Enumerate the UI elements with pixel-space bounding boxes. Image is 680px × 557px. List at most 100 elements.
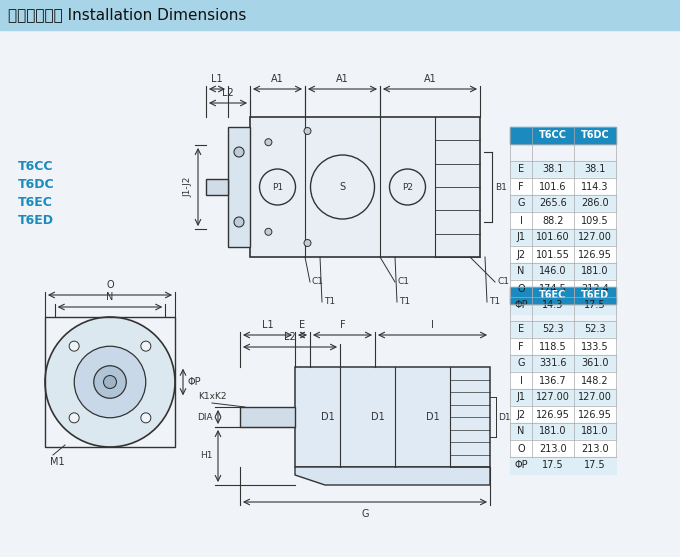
- Circle shape: [69, 341, 79, 351]
- Bar: [510, 338, 616, 355]
- Text: C1: C1: [312, 277, 324, 286]
- Text: F: F: [518, 182, 524, 192]
- Text: 38.1: 38.1: [584, 164, 606, 174]
- Bar: [510, 457, 616, 474]
- Bar: [510, 355, 616, 372]
- Text: 52.3: 52.3: [584, 325, 606, 335]
- Text: 38.1: 38.1: [543, 164, 564, 174]
- Text: 181.0: 181.0: [581, 266, 609, 276]
- Text: DIA: DIA: [197, 413, 213, 422]
- Text: K1xK2: K1xK2: [198, 392, 226, 401]
- Text: 174.5: 174.5: [539, 284, 567, 294]
- Circle shape: [304, 240, 311, 247]
- Text: D1: D1: [321, 412, 335, 422]
- Bar: [510, 280, 616, 297]
- Text: 136.7: 136.7: [539, 375, 567, 385]
- Text: T6DC: T6DC: [581, 130, 609, 140]
- Bar: [45, 317, 175, 447]
- Text: A1: A1: [271, 74, 284, 84]
- Circle shape: [69, 413, 79, 423]
- Text: D1: D1: [371, 412, 384, 422]
- Circle shape: [234, 217, 244, 227]
- Text: T6EC: T6EC: [18, 197, 53, 209]
- Text: F: F: [518, 341, 524, 351]
- Text: T1: T1: [399, 297, 410, 306]
- Text: T6CC: T6CC: [539, 130, 567, 140]
- Text: B1: B1: [495, 183, 507, 192]
- Text: 52.3: 52.3: [542, 325, 564, 335]
- Bar: [510, 440, 616, 457]
- Text: 213.0: 213.0: [581, 443, 609, 453]
- Text: T6CC: T6CC: [18, 160, 54, 173]
- Text: 126.95: 126.95: [578, 250, 612, 260]
- Text: G: G: [517, 198, 525, 208]
- Text: 133.5: 133.5: [581, 341, 609, 351]
- Bar: [510, 161, 616, 178]
- Text: 14.3: 14.3: [543, 300, 564, 310]
- Text: L1: L1: [211, 74, 223, 84]
- Text: C1: C1: [397, 277, 409, 286]
- Bar: [0, 0, 680, 30]
- Text: A1: A1: [336, 74, 349, 84]
- Text: 265.6: 265.6: [539, 198, 567, 208]
- Text: O: O: [106, 280, 114, 290]
- Text: I: I: [520, 216, 522, 226]
- Text: E: E: [299, 320, 305, 330]
- Text: 101.55: 101.55: [536, 250, 570, 260]
- Text: 17.5: 17.5: [542, 461, 564, 471]
- Text: 118.5: 118.5: [539, 341, 567, 351]
- Text: P1: P1: [272, 183, 283, 192]
- Text: 88.2: 88.2: [542, 216, 564, 226]
- Bar: [228, 127, 250, 247]
- Text: E: E: [518, 325, 524, 335]
- Circle shape: [103, 375, 116, 388]
- Text: M1: M1: [50, 457, 65, 467]
- Text: T6EC: T6EC: [539, 291, 566, 300]
- Text: D1: D1: [426, 412, 439, 422]
- Circle shape: [45, 317, 175, 447]
- Text: 286.0: 286.0: [581, 198, 609, 208]
- Circle shape: [141, 341, 151, 351]
- Bar: [510, 246, 616, 263]
- Text: 331.6: 331.6: [539, 359, 566, 369]
- Bar: [206, 179, 228, 195]
- Bar: [295, 367, 490, 467]
- Text: 213.0: 213.0: [539, 443, 567, 453]
- Text: 127.00: 127.00: [578, 393, 612, 403]
- Bar: [510, 372, 616, 389]
- Text: A1: A1: [424, 74, 437, 84]
- Text: N: N: [517, 427, 525, 437]
- Bar: [510, 423, 616, 440]
- Text: T6ED: T6ED: [18, 214, 54, 227]
- Text: T1: T1: [489, 297, 500, 306]
- Circle shape: [265, 139, 272, 146]
- Text: D1: D1: [498, 413, 511, 422]
- Text: T1: T1: [324, 297, 335, 306]
- Bar: [510, 195, 616, 212]
- Text: J1: J1: [517, 232, 526, 242]
- Text: ΦP: ΦP: [514, 300, 528, 310]
- Circle shape: [94, 366, 126, 398]
- Text: L2: L2: [284, 332, 296, 342]
- Text: N: N: [106, 292, 114, 302]
- Text: 126.95: 126.95: [578, 409, 612, 419]
- Text: 181.0: 181.0: [539, 427, 566, 437]
- Bar: [510, 297, 616, 314]
- Text: L2: L2: [222, 88, 234, 98]
- Circle shape: [265, 228, 272, 235]
- Text: N: N: [517, 266, 525, 276]
- Bar: [510, 178, 616, 195]
- Text: G: G: [361, 509, 369, 519]
- Text: J1-J2: J1-J2: [183, 177, 192, 197]
- Text: J2: J2: [516, 409, 526, 419]
- Bar: [510, 389, 616, 406]
- Text: 361.0: 361.0: [581, 359, 609, 369]
- Text: G: G: [517, 359, 525, 369]
- Text: I: I: [431, 320, 434, 330]
- Text: ΦP: ΦP: [514, 461, 528, 471]
- Circle shape: [141, 413, 151, 423]
- Text: 181.0: 181.0: [581, 427, 609, 437]
- Text: P2: P2: [402, 183, 413, 192]
- Text: 安装连接尺寸 Installation Dimensions: 安装连接尺寸 Installation Dimensions: [8, 7, 246, 22]
- Bar: [510, 406, 616, 423]
